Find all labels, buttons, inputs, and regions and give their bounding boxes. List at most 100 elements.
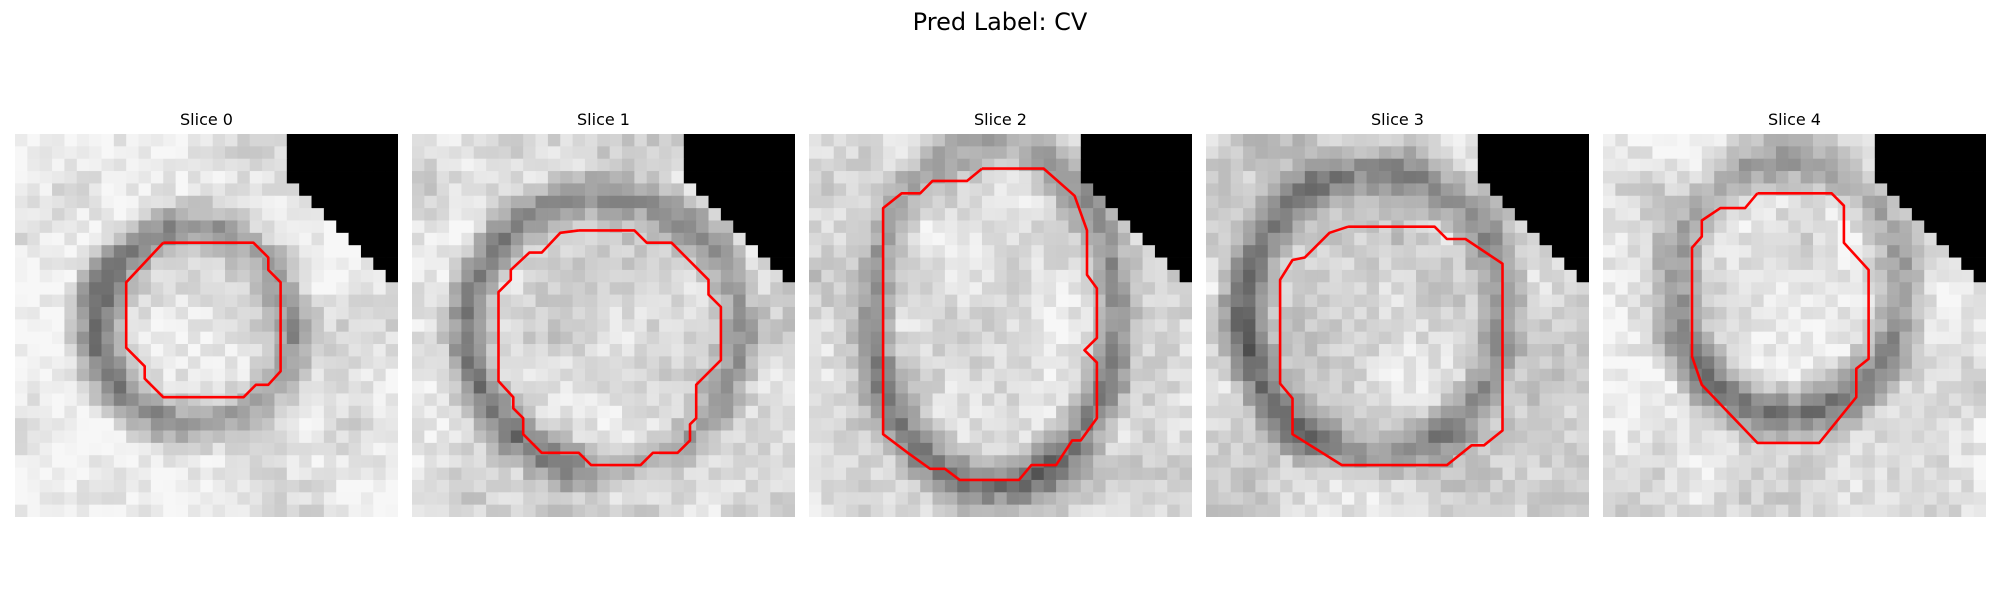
image-pixel — [1738, 331, 1752, 345]
image-pixel — [1366, 257, 1380, 271]
image-pixel — [311, 208, 325, 221]
image-pixel — [187, 479, 201, 493]
image-pixel — [1615, 344, 1629, 357]
image-pixel — [163, 319, 177, 333]
image-pixel — [994, 306, 1008, 320]
image-pixel — [1961, 504, 1975, 517]
image-pixel — [138, 232, 152, 246]
image-pixel — [1243, 504, 1256, 517]
image-pixel — [1280, 319, 1293, 333]
image-pixel — [510, 208, 524, 221]
image-pixel — [360, 269, 374, 283]
image-pixel — [1280, 208, 1293, 221]
image-pixel — [424, 368, 438, 382]
image-pixel — [1751, 245, 1765, 258]
image-pixel — [1490, 183, 1503, 197]
image-pixel — [981, 405, 995, 419]
image-pixel — [659, 319, 672, 333]
image-pixel — [1477, 356, 1491, 370]
image-pixel — [907, 442, 921, 456]
image-pixel — [1640, 405, 1653, 419]
image-pixel — [1961, 381, 1975, 394]
image-pixel — [1615, 455, 1629, 468]
image-pixel — [1689, 195, 1703, 209]
image-pixel — [1615, 171, 1629, 184]
image-pixel — [1726, 393, 1740, 407]
image-pixel — [373, 344, 387, 357]
image-pixel — [1006, 208, 1020, 221]
image-pixel — [1738, 208, 1752, 221]
image-pixel — [1514, 146, 1528, 160]
image-pixel — [1788, 294, 1802, 308]
image-pixel — [1031, 393, 1045, 407]
image-pixel — [634, 504, 648, 517]
image-pixel — [1453, 467, 1466, 481]
image-pixel — [920, 430, 933, 444]
image-pixel — [1391, 393, 1405, 407]
image-pixel — [1677, 146, 1690, 160]
image-pixel — [1850, 306, 1863, 320]
image-pixel — [560, 455, 574, 468]
image-pixel — [1527, 368, 1540, 382]
image-pixel — [981, 418, 995, 431]
image-pixel — [101, 171, 115, 184]
image-pixel — [1677, 319, 1690, 333]
image-pixel — [89, 504, 102, 517]
image-pixel — [683, 269, 697, 283]
image-pixel — [1267, 158, 1281, 172]
image-pixel — [274, 368, 288, 382]
image-pixel — [436, 220, 450, 234]
image-pixel — [1825, 479, 1839, 493]
image-pixel — [237, 171, 251, 184]
image-pixel — [1329, 430, 1343, 444]
image-pixel — [745, 208, 759, 221]
image-pixel — [1105, 208, 1119, 221]
image-pixel — [1292, 467, 1306, 481]
image-pixel — [150, 479, 164, 493]
image-pixel — [1142, 405, 1156, 419]
image-pixel — [1973, 504, 1986, 517]
image-pixel — [299, 232, 312, 246]
image-pixel — [547, 319, 561, 333]
image-pixel — [1539, 232, 1553, 246]
image-pixel — [907, 467, 921, 481]
image-pixel — [944, 232, 958, 246]
image-pixel — [424, 208, 438, 221]
image-pixel — [1280, 430, 1293, 444]
image-pixel — [286, 245, 300, 258]
image-pixel — [1899, 356, 1913, 370]
image-pixel — [1640, 232, 1653, 246]
image-pixel — [323, 418, 337, 431]
image-pixel — [1465, 183, 1479, 197]
image-pixel — [920, 479, 933, 493]
image-pixel — [969, 208, 983, 221]
image-pixel — [1206, 306, 1219, 320]
image-pixel — [436, 146, 450, 160]
image-pixel — [907, 158, 921, 172]
image-pixel — [39, 479, 53, 493]
image-pixel — [1973, 269, 1986, 283]
image-pixel — [510, 479, 524, 493]
image-pixel — [1230, 282, 1244, 296]
image-pixel — [1514, 331, 1528, 345]
image-pixel — [311, 405, 325, 419]
image-pixel — [944, 319, 958, 333]
image-pixel — [1837, 356, 1851, 370]
image-pixel — [1031, 479, 1045, 493]
image-pixel — [659, 158, 672, 172]
image-pixel — [286, 393, 300, 407]
image-pixel — [1775, 393, 1789, 407]
image-pixel — [981, 269, 995, 283]
image-pixel — [1280, 442, 1293, 456]
image-pixel — [1837, 134, 1851, 147]
image-pixel — [126, 158, 139, 172]
image-pixel — [89, 344, 102, 357]
image-pixel — [1813, 146, 1826, 160]
image-pixel — [1751, 146, 1765, 160]
image-pixel — [175, 134, 189, 147]
image-pixel — [76, 455, 90, 468]
image-pixel — [1527, 183, 1540, 197]
image-pixel — [1230, 269, 1244, 283]
image-pixel — [27, 220, 41, 234]
image-pixel — [782, 479, 795, 493]
